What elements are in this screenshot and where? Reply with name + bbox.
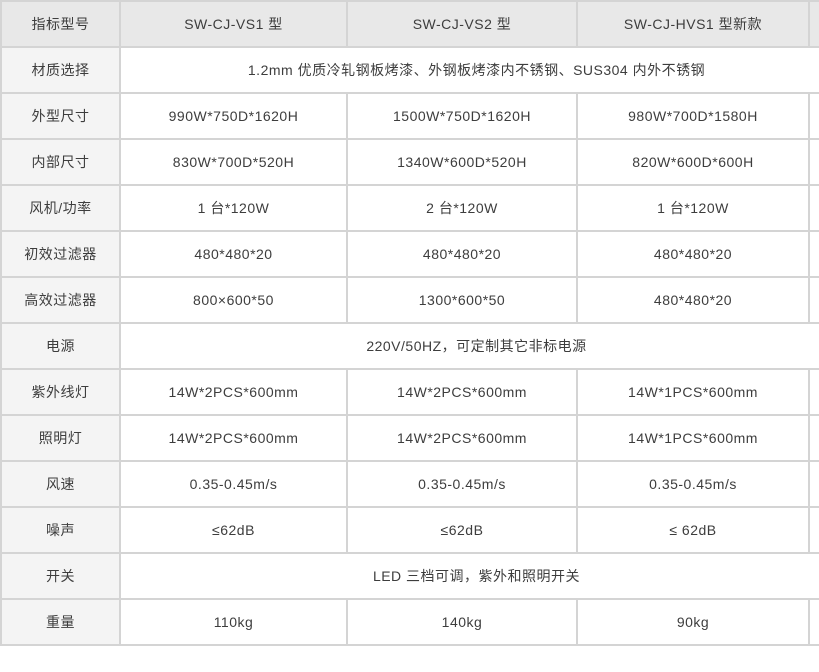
row-stub-cell [808, 460, 819, 508]
row-stub-cell [808, 414, 819, 462]
header-stub-cell [808, 0, 819, 48]
value-cell: 0.35-0.45m/s [119, 460, 348, 508]
value-cell: 480*480*20 [346, 230, 578, 278]
value-cell: 110kg [119, 598, 348, 646]
row-label-cell: 电源 [0, 322, 121, 370]
value-cell: 90kg [576, 598, 810, 646]
value-cell: 0.35-0.45m/s [576, 460, 810, 508]
value-cell: 1 台*120W [576, 184, 810, 232]
value-cell: 480*480*20 [119, 230, 348, 278]
value-cell: 1 台*120W [119, 184, 348, 232]
value-cell: 990W*750D*1620H [119, 92, 348, 140]
row-stub-cell [808, 276, 819, 324]
table-row: 电源 220V/50HZ，可定制其它非标电源 [0, 322, 819, 370]
table-row: 开关 LED 三档可调，紫外和照明开关 [0, 552, 819, 600]
spec-table: 指标型号 SW-CJ-VS1 型 SW-CJ-VS2 型 SW-CJ-HVS1 型新款… [0, 0, 819, 646]
row-stub-cell [808, 230, 819, 278]
row-label-cell: 照明灯 [0, 414, 121, 462]
header-model-3: SW-CJ-HVS1 型新款 [576, 0, 810, 48]
row-label-cell: 重量 [0, 598, 121, 646]
row-label-cell: 开关 [0, 552, 121, 600]
value-cell: 0.35-0.45m/s [346, 460, 578, 508]
table-row: 外型尺寸 990W*750D*1620H 1500W*750D*1620H 980W*… [0, 92, 819, 140]
merged-value-cell: LED 三档可调，紫外和照明开关 [119, 552, 819, 600]
value-cell: 480*480*20 [576, 276, 810, 324]
value-cell: 480*480*20 [576, 230, 810, 278]
value-cell: 800×600*50 [119, 276, 348, 324]
table-row: 噪声 ≤62dB ≤62dB ≤ 62dB [0, 506, 819, 554]
value-cell: 14W*1PCS*600mm [576, 414, 810, 462]
row-label-cell: 风机/功率 [0, 184, 121, 232]
row-label-cell: 风速 [0, 460, 121, 508]
value-cell: 1300*600*50 [346, 276, 578, 324]
value-cell: 830W*700D*520H [119, 138, 348, 186]
row-stub-cell [808, 92, 819, 140]
value-cell: 2 台*120W [346, 184, 578, 232]
row-label-cell: 紫外线灯 [0, 368, 121, 416]
row-label-cell: 内部尺寸 [0, 138, 121, 186]
value-cell: 14W*2PCS*600mm [119, 414, 348, 462]
row-label-cell: 材质选择 [0, 46, 121, 94]
table-row: 高效过滤器 800×600*50 1300*600*50 480*480*20 [0, 276, 819, 324]
header-model-2: SW-CJ-VS2 型 [346, 0, 578, 48]
row-label-cell: 高效过滤器 [0, 276, 121, 324]
row-label-cell: 初效过滤器 [0, 230, 121, 278]
row-stub-cell [808, 506, 819, 554]
table-row: 内部尺寸 830W*700D*520H 1340W*600D*520H 820W*60… [0, 138, 819, 186]
table-row: 风机/功率 1 台*120W 2 台*120W 1 台*120W [0, 184, 819, 232]
row-stub-cell [808, 598, 819, 646]
table-row: 照明灯 14W*2PCS*600mm 14W*2PCS*600mm 14W*1PCS*… [0, 414, 819, 462]
table-row: 重量 110kg 140kg 90kg [0, 598, 819, 646]
value-cell: 1500W*750D*1620H [346, 92, 578, 140]
row-stub-cell [808, 184, 819, 232]
row-label-cell: 噪声 [0, 506, 121, 554]
table-row: 紫外线灯 14W*2PCS*600mm 14W*2PCS*600mm 14W*1PCS… [0, 368, 819, 416]
row-stub-cell [808, 138, 819, 186]
row-label-cell: 外型尺寸 [0, 92, 121, 140]
value-cell: ≤62dB [119, 506, 348, 554]
table-row: 初效过滤器 480*480*20 480*480*20 480*480*20 [0, 230, 819, 278]
value-cell: 1340W*600D*520H [346, 138, 578, 186]
value-cell: 14W*2PCS*600mm [346, 368, 578, 416]
header-label-column-title: 指标型号 [0, 0, 121, 48]
row-stub-cell [808, 368, 819, 416]
merged-value-cell: 220V/50HZ，可定制其它非标电源 [119, 322, 819, 370]
header-model-1: SW-CJ-VS1 型 [119, 0, 348, 48]
value-cell: 140kg [346, 598, 578, 646]
value-cell: ≤62dB [346, 506, 578, 554]
value-cell: ≤ 62dB [576, 506, 810, 554]
value-cell: 980W*700D*1580H [576, 92, 810, 140]
header-row: 指标型号 SW-CJ-VS1 型 SW-CJ-VS2 型 SW-CJ-HVS1 型新款 [0, 0, 819, 48]
table-row: 材质选择 1.2mm 优质冷轧钢板烤漆、外钢板烤漆内不锈钢、SUS304 内外不锈… [0, 46, 819, 94]
spec-table-header: 指标型号 SW-CJ-VS1 型 SW-CJ-VS2 型 SW-CJ-HVS1 型新款 [0, 0, 819, 48]
merged-value-cell: 1.2mm 优质冷轧钢板烤漆、外钢板烤漆内不锈钢、SUS304 内外不锈钢 [119, 46, 819, 94]
value-cell: 14W*2PCS*600mm [346, 414, 578, 462]
spec-table-body: 材质选择 1.2mm 优质冷轧钢板烤漆、外钢板烤漆内不锈钢、SUS304 内外不锈… [0, 46, 819, 646]
table-row: 风速 0.35-0.45m/s 0.35-0.45m/s 0.35-0.45m/s [0, 460, 819, 508]
value-cell: 14W*2PCS*600mm [119, 368, 348, 416]
value-cell: 820W*600D*600H [576, 138, 810, 186]
value-cell: 14W*1PCS*600mm [576, 368, 810, 416]
